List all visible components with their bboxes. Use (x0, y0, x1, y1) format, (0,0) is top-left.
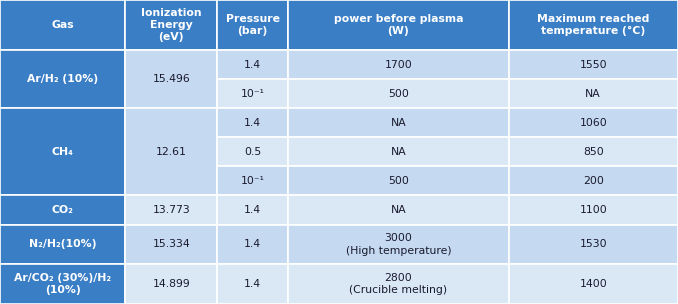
Bar (288, 225, 508, 264)
Text: 13.773: 13.773 (153, 205, 190, 215)
Bar (508, 50, 678, 79)
Bar (217, 0, 288, 50)
Text: NA: NA (391, 147, 406, 157)
Bar (508, 108, 678, 137)
Text: Ar/CO₂ (30%)/H₂
(10%): Ar/CO₂ (30%)/H₂ (10%) (14, 273, 111, 295)
Text: 1.4: 1.4 (244, 118, 261, 128)
Text: 14.899: 14.899 (153, 279, 190, 289)
Text: 3000
(High temperature): 3000 (High temperature) (346, 233, 451, 256)
Bar (125, 50, 217, 108)
Text: 1550: 1550 (580, 60, 607, 70)
Text: N₂/H₂(10%): N₂/H₂(10%) (29, 240, 96, 249)
Text: NA: NA (391, 205, 406, 215)
Text: NA: NA (585, 89, 601, 99)
Bar (288, 195, 508, 225)
Bar (217, 50, 288, 79)
Text: 500: 500 (388, 89, 409, 99)
Bar (508, 195, 678, 225)
Text: 0.5: 0.5 (244, 147, 261, 157)
Text: 1700: 1700 (384, 60, 412, 70)
Text: 1100: 1100 (580, 205, 607, 215)
Text: CH₄: CH₄ (52, 147, 74, 157)
Text: 15.496: 15.496 (153, 74, 190, 84)
Text: 15.334: 15.334 (153, 240, 190, 249)
Bar (217, 166, 288, 195)
Bar (0, 0, 125, 50)
Text: 1.4: 1.4 (244, 60, 261, 70)
Text: 1400: 1400 (580, 279, 607, 289)
Text: NA: NA (391, 118, 406, 128)
Text: 1060: 1060 (580, 118, 607, 128)
Bar (288, 50, 508, 79)
Bar (217, 195, 288, 225)
Bar (508, 264, 678, 304)
Bar (217, 137, 288, 166)
Text: Gas: Gas (52, 20, 74, 30)
Bar (508, 137, 678, 166)
Text: 10⁻¹: 10⁻¹ (241, 176, 264, 186)
Bar (288, 137, 508, 166)
Bar (0, 195, 125, 225)
Bar (288, 264, 508, 304)
Bar (508, 225, 678, 264)
Bar (0, 50, 125, 108)
Text: 12.61: 12.61 (156, 147, 186, 157)
Bar (217, 79, 288, 108)
Bar (125, 0, 217, 50)
Text: 1.4: 1.4 (244, 240, 261, 249)
Text: 1.4: 1.4 (244, 205, 261, 215)
Bar (0, 264, 125, 304)
Bar (508, 0, 678, 50)
Bar (508, 79, 678, 108)
Bar (125, 108, 217, 195)
Bar (508, 166, 678, 195)
Bar (125, 195, 217, 225)
Text: power before plasma
(W): power before plasma (W) (334, 14, 463, 36)
Text: Pressure
(bar): Pressure (bar) (226, 14, 279, 36)
Text: Ar/H₂ (10%): Ar/H₂ (10%) (27, 74, 98, 84)
Bar (288, 108, 508, 137)
Text: Ionization
Energy
(eV): Ionization Energy (eV) (141, 8, 201, 43)
Bar (288, 0, 508, 50)
Bar (217, 108, 288, 137)
Bar (288, 79, 508, 108)
Bar (217, 225, 288, 264)
Text: 10⁻¹: 10⁻¹ (241, 89, 264, 99)
Bar (125, 225, 217, 264)
Text: 200: 200 (583, 176, 603, 186)
Text: 1.4: 1.4 (244, 279, 261, 289)
Bar (217, 264, 288, 304)
Bar (288, 166, 508, 195)
Bar (0, 225, 125, 264)
Text: 1530: 1530 (580, 240, 607, 249)
Bar (125, 264, 217, 304)
Text: 500: 500 (388, 176, 409, 186)
Text: 2800
(Crucible melting): 2800 (Crucible melting) (349, 273, 447, 295)
Bar (0, 108, 125, 195)
Text: CO₂: CO₂ (52, 205, 74, 215)
Text: 850: 850 (583, 147, 603, 157)
Text: Maximum reached
temperature (°C): Maximum reached temperature (°C) (537, 14, 650, 36)
